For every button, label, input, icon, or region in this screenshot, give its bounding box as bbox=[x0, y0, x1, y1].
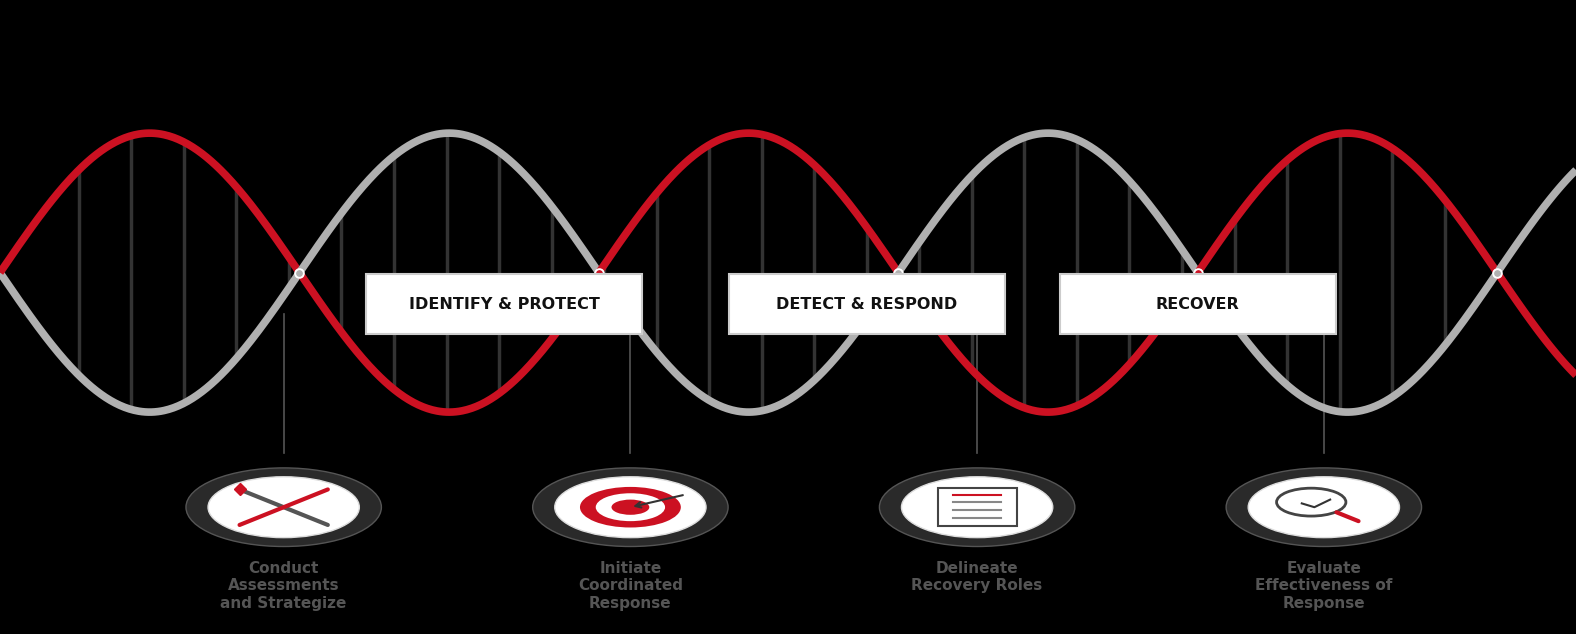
Circle shape bbox=[186, 468, 381, 547]
FancyBboxPatch shape bbox=[728, 274, 1005, 335]
Circle shape bbox=[533, 468, 728, 547]
Text: Conduct
Assessments
and Strategize: Conduct Assessments and Strategize bbox=[221, 561, 347, 611]
Text: Initiate
Coordinated
Response: Initiate Coordinated Response bbox=[578, 561, 682, 611]
Circle shape bbox=[901, 477, 1053, 538]
FancyBboxPatch shape bbox=[1059, 274, 1335, 335]
Circle shape bbox=[1226, 468, 1422, 547]
Circle shape bbox=[580, 487, 681, 527]
FancyBboxPatch shape bbox=[938, 488, 1017, 526]
Text: Delineate
Recovery Roles: Delineate Recovery Roles bbox=[911, 561, 1043, 593]
Circle shape bbox=[1248, 477, 1399, 538]
Text: DETECT & RESPOND: DETECT & RESPOND bbox=[775, 297, 958, 312]
Text: Evaluate
Effectiveness of
Response: Evaluate Effectiveness of Response bbox=[1254, 561, 1393, 611]
Text: IDENTIFY & PROTECT: IDENTIFY & PROTECT bbox=[408, 297, 600, 312]
Circle shape bbox=[208, 477, 359, 538]
Text: RECOVER: RECOVER bbox=[1155, 297, 1240, 312]
Circle shape bbox=[555, 477, 706, 538]
Circle shape bbox=[611, 500, 649, 515]
Circle shape bbox=[596, 493, 665, 521]
Circle shape bbox=[879, 468, 1075, 547]
Circle shape bbox=[1277, 488, 1346, 516]
FancyBboxPatch shape bbox=[366, 274, 641, 335]
